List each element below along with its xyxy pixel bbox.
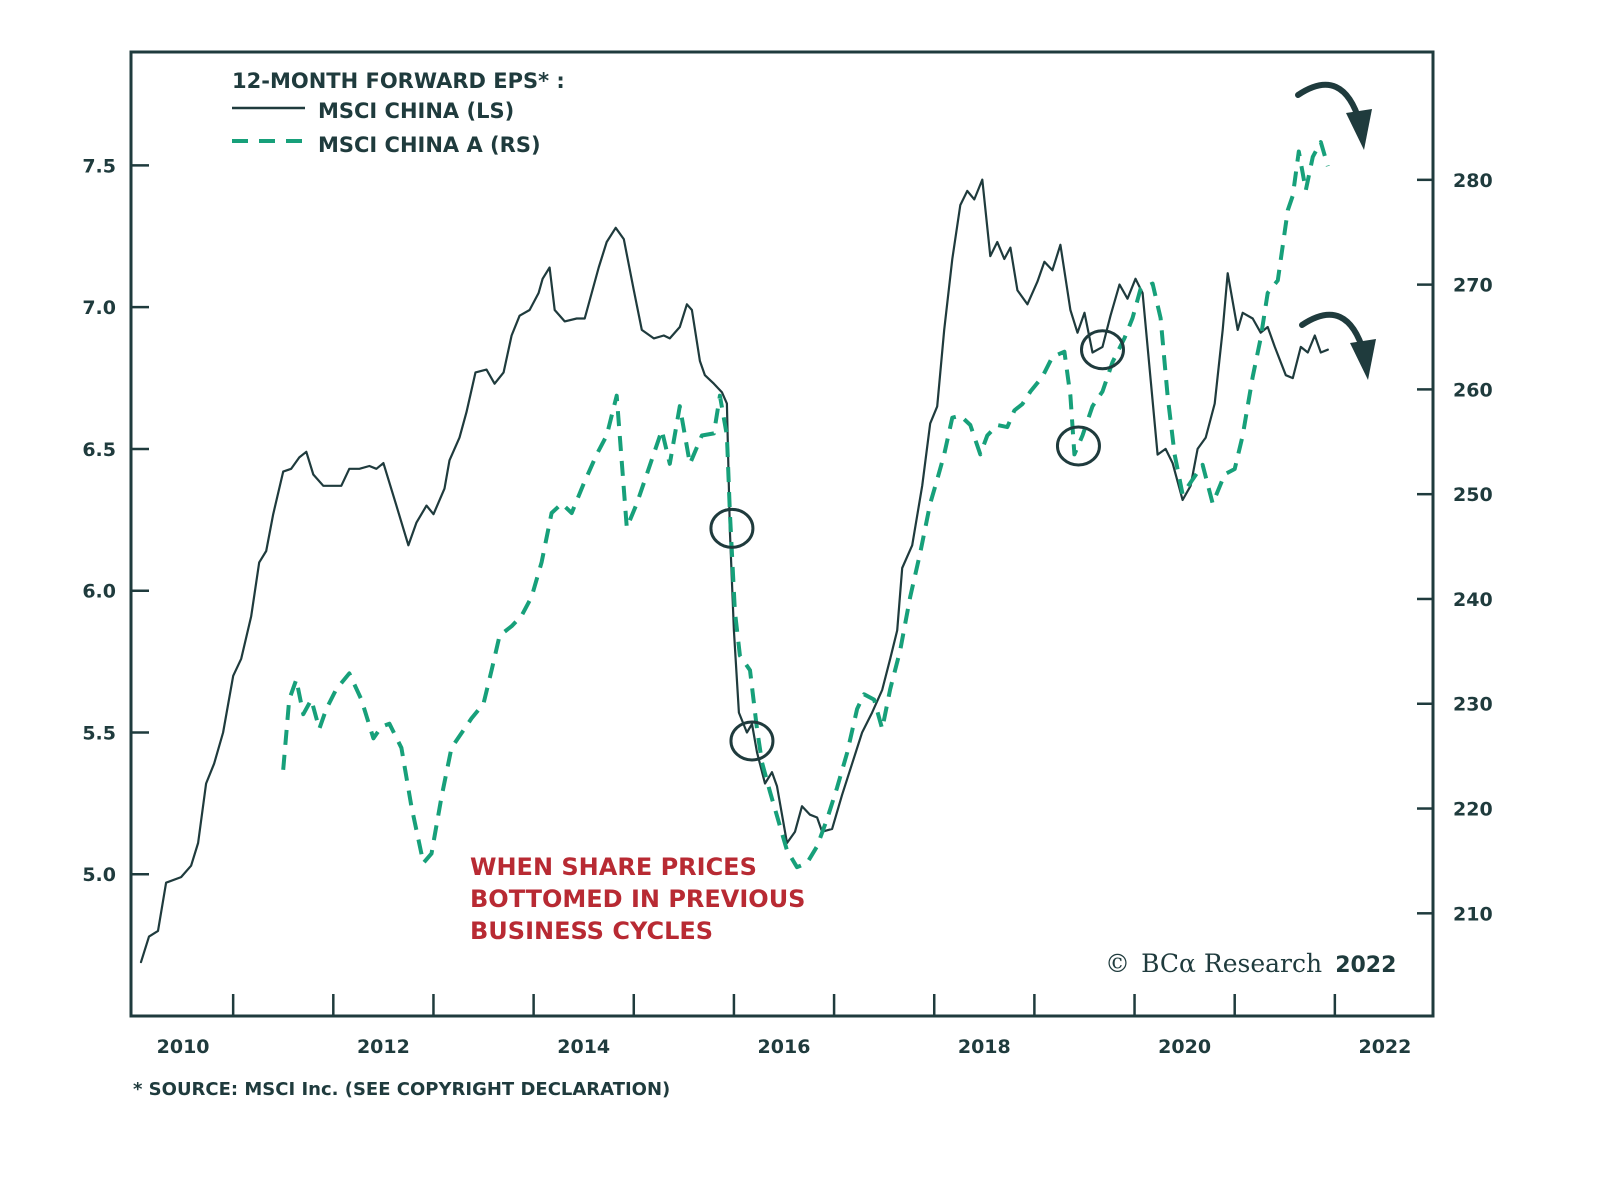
left-axis-tick-label: 6.5 [82, 439, 116, 461]
copyright: © BCα Research 2022 [1105, 949, 1396, 978]
x-axis-tick-label: 2012 [357, 1036, 410, 1058]
left-axis-tick-label: 7.0 [82, 297, 116, 319]
x-axis-tick-label: 2022 [1358, 1036, 1411, 1058]
copyright-text: © BCα Research 2022 [1105, 949, 1396, 978]
legend: 12-MONTH FORWARD EPS* : MSCI CHINA (LS) … [232, 69, 565, 157]
annotation-line-3: BUSINESS CYCLES [470, 917, 713, 945]
right-axis-tick-label: 210 [1453, 903, 1493, 925]
annotation-text-block: WHEN SHARE PRICES BOTTOMED IN PREVIOUS B… [470, 853, 805, 945]
annotation-line-1: WHEN SHARE PRICES [470, 853, 757, 881]
right-axis-tick-label: 260 [1453, 379, 1493, 401]
highlight-circle [709, 507, 755, 549]
annotations [709, 81, 1376, 762]
right-axis-tick-label: 240 [1453, 589, 1493, 611]
x-axis-tick-label: 2016 [758, 1036, 811, 1058]
copyright-symbol: © [1105, 949, 1130, 978]
right-axis-tick-label: 270 [1453, 275, 1493, 297]
left-axis-tick-label: 5.5 [82, 722, 116, 744]
left-axis-tick-label: 7.5 [82, 155, 116, 177]
left-y-axis: 5.0 5.5 6.0 6.5 7.0 7.5 [82, 155, 149, 886]
legend-title: 12-MONTH FORWARD EPS* : [232, 69, 565, 93]
right-axis-tick-label: 230 [1453, 694, 1493, 716]
x-axis-tick-label: 2010 [157, 1036, 210, 1058]
downturn-arrow-icon-upper-head [1346, 109, 1372, 150]
copyright-year: 2022 [1335, 953, 1396, 978]
legend-label-msci-china-a: MSCI CHINA A (RS) [318, 133, 541, 157]
series-lines [139, 140, 1330, 964]
right-y-axis: 210 220 230 240 250 260 270 280 [1417, 170, 1493, 925]
x-axis-tick-label: 2018 [958, 1036, 1011, 1058]
highlight-circle [1055, 425, 1101, 467]
plot-frame [129, 50, 1435, 1018]
left-axis-tick-label: 5.0 [82, 864, 116, 886]
annotation-line-2: BOTTOMED IN PREVIOUS [470, 885, 805, 913]
highlight-circle [729, 720, 775, 762]
x-axis: 2010 2012 2014 2016 2018 2020 2022 [157, 994, 1411, 1058]
copyright-brand: BCα Research [1141, 949, 1322, 978]
x-axis-tick-label: 2020 [1158, 1036, 1211, 1058]
x-axis-tick-label: 2014 [557, 1036, 610, 1058]
right-axis-tick-label: 220 [1453, 799, 1493, 821]
right-axis-tick-label: 280 [1453, 170, 1493, 192]
downturn-arrow-icon-lower-head [1350, 339, 1376, 380]
left-axis-tick-label: 6.0 [82, 581, 116, 603]
series-line-msci-china-a [281, 140, 1330, 870]
legend-label-msci-china: MSCI CHINA (LS) [318, 99, 514, 123]
source-footnote: * SOURCE: MSCI Inc. (SEE COPYRIGHT DECLA… [133, 1079, 670, 1100]
series-line-msci-china [139, 178, 1329, 964]
right-axis-tick-label: 250 [1453, 484, 1493, 506]
highlight-circle [1079, 329, 1125, 371]
plot-frame-border [129, 50, 1435, 1018]
